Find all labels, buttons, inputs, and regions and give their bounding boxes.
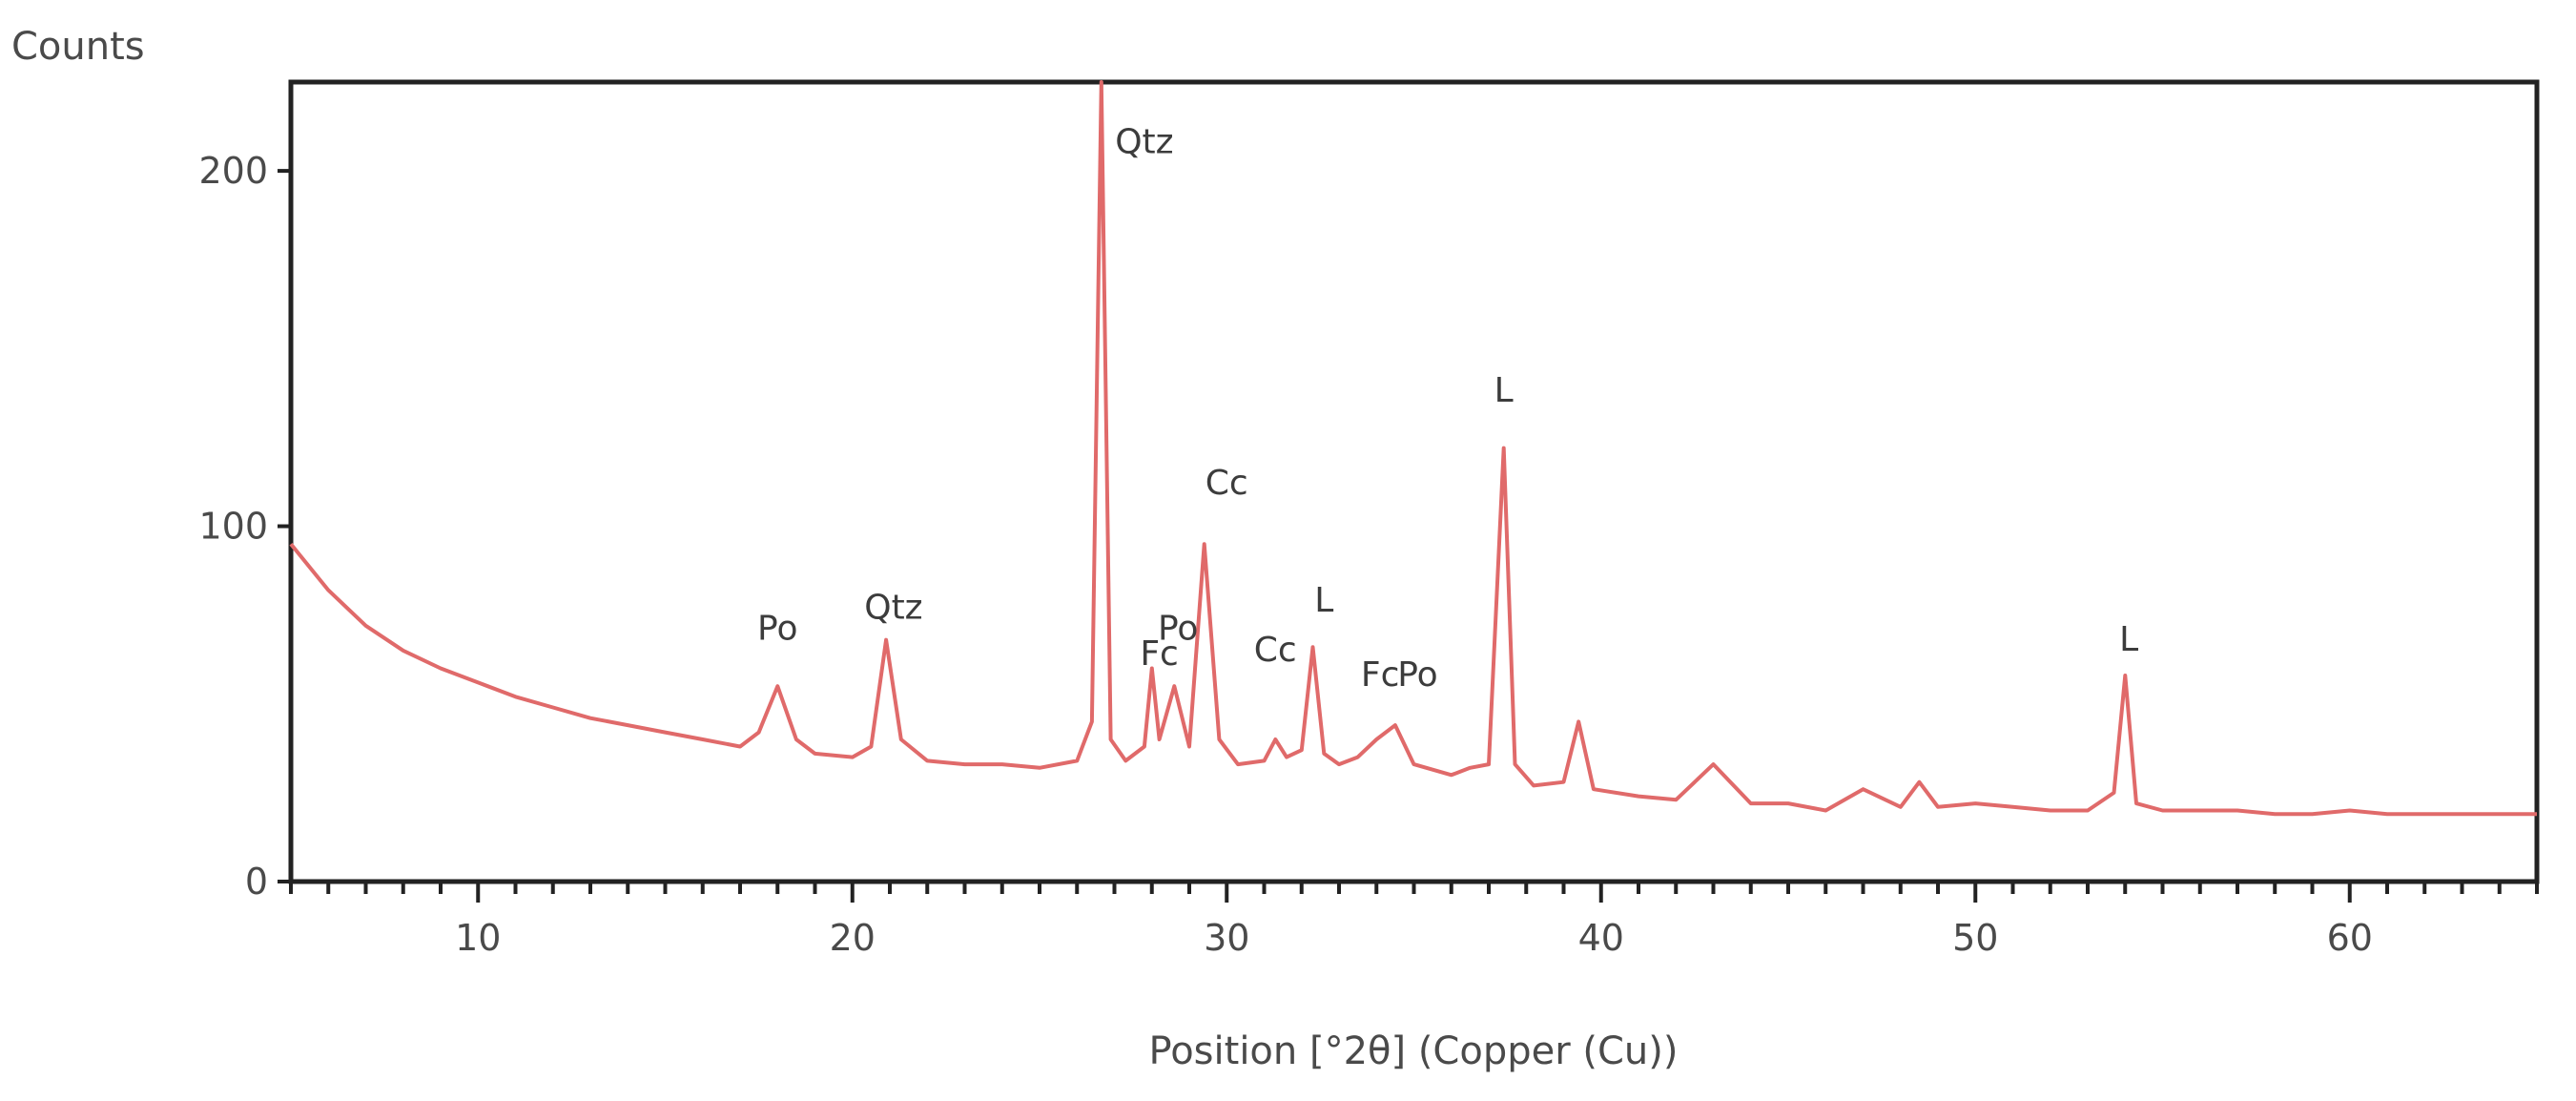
peak-label: Qtz xyxy=(864,588,922,627)
peak-label: L xyxy=(2119,620,2138,659)
y-tick-label: 200 xyxy=(198,150,268,192)
y-tick-label: 0 xyxy=(245,861,268,903)
peak-label: Po xyxy=(1397,655,1437,695)
peak-label: L xyxy=(1314,581,1333,620)
peak-label: Fc xyxy=(1361,655,1400,695)
peak-label: Cc xyxy=(1206,464,1248,503)
y-tick-label: 100 xyxy=(198,506,268,548)
x-tick-label: 60 xyxy=(2327,917,2373,959)
diffraction-series-line xyxy=(289,80,2537,817)
x-ticks: 10 20 30 40 50 60 xyxy=(289,882,2539,959)
plot-frame xyxy=(288,79,2540,884)
y-ticks: 0 100 200 xyxy=(198,150,291,903)
x-axis-label: Position [°2θ] (Copper (Cu)) xyxy=(1149,1029,1679,1073)
plot-area xyxy=(289,80,2537,817)
peak-label: Cc xyxy=(1254,631,1297,670)
x-tick-label: 30 xyxy=(1204,917,1249,959)
x-tick-label: 20 xyxy=(830,917,876,959)
peak-label: L xyxy=(1494,371,1514,410)
peak-label: Qtz xyxy=(1115,122,1173,161)
peak-label: Po xyxy=(757,610,797,649)
x-tick-label: 50 xyxy=(1952,917,1998,959)
x-tick-label: 10 xyxy=(455,917,501,959)
x-tick-label: 40 xyxy=(1578,917,1624,959)
y-axis-label: Counts xyxy=(11,25,145,69)
peak-label: Po xyxy=(1158,610,1198,649)
peak-label: Fc xyxy=(1140,634,1179,674)
